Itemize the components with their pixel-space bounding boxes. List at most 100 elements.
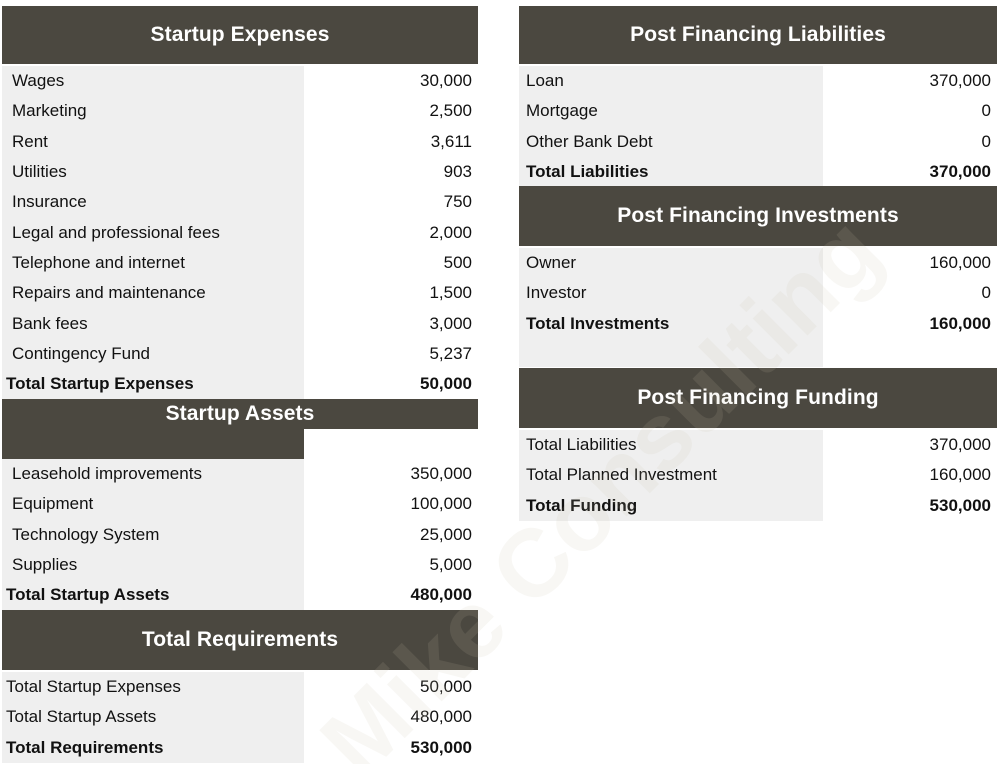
total-row: Total Startup Assets 480,000 bbox=[2, 580, 478, 611]
table-row: Total Startup Assets 480,000 bbox=[2, 702, 478, 733]
row-label: Utilities bbox=[12, 162, 67, 182]
table-row: Contingency Fund 5,237 bbox=[2, 338, 478, 369]
row-value: 3,000 bbox=[429, 313, 472, 333]
row-label: Leasehold improvements bbox=[12, 464, 202, 484]
row-label: Marketing bbox=[12, 101, 87, 121]
row-value: 370,000 bbox=[929, 71, 991, 91]
row-label: Repairs and maintenance bbox=[12, 283, 206, 303]
total-row: Total Requirements 530,000 bbox=[2, 732, 478, 763]
startup-assets-title: Startup Assets bbox=[165, 402, 315, 425]
table-row: Repairs and maintenance 1,500 bbox=[2, 278, 478, 309]
row-label: Investor bbox=[526, 283, 587, 303]
liabilities-rows: Loan 370,000 Mortgage 0 Other Bank Debt 0 T… bbox=[519, 64, 997, 188]
investments-title: Post Financing Investments bbox=[617, 204, 899, 227]
row-label: Equipment bbox=[12, 494, 94, 514]
table-row: Other Bank Debt 0 bbox=[519, 126, 997, 157]
row-label: Total Liabilities bbox=[526, 435, 637, 455]
total-row: Total Liabilities 370,000 bbox=[519, 156, 997, 188]
table-row: Rent 3,611 bbox=[2, 126, 478, 157]
row-label: Owner bbox=[526, 253, 577, 273]
row-value: 750 bbox=[443, 192, 472, 212]
table-row: Total Startup Expenses 50,000 bbox=[2, 672, 478, 703]
row-value: 3,611 bbox=[430, 131, 472, 151]
table-row: Wages 30,000 bbox=[2, 66, 478, 97]
total-requirements-title: Total Requirements bbox=[141, 628, 339, 651]
row-label: Rent bbox=[12, 131, 48, 151]
total-value: 160,000 bbox=[929, 313, 991, 333]
row-label: Legal and professional fees bbox=[12, 222, 220, 242]
total-label: Total Startup Assets bbox=[6, 585, 170, 605]
row-value: 1,500 bbox=[429, 283, 472, 303]
row-label: Telephone and internet bbox=[12, 252, 185, 272]
row-value: 0 bbox=[981, 283, 991, 303]
total-label: Total Funding bbox=[526, 495, 638, 515]
table-row: Loan 370,000 bbox=[519, 66, 997, 97]
startup-expenses-rows: Wages 30,000 Marketing 2,500 Rent 3,611 Uti… bbox=[2, 64, 478, 400]
liabilities-title: Post Financing Liabilities bbox=[630, 23, 886, 46]
row-label: Insurance bbox=[12, 192, 87, 212]
table-row: Total Planned Investment 160,000 bbox=[519, 460, 997, 491]
funding-rows: Total Liabilities 370,000 Total Planned I… bbox=[519, 428, 997, 521]
total-label: Total Requirements bbox=[6, 737, 164, 757]
row-value: 480,000 bbox=[410, 707, 472, 727]
funding-header: Post Financing Funding bbox=[519, 368, 997, 428]
total-requirements-header: Total Requirements bbox=[2, 610, 478, 670]
total-label: Total Startup Expenses bbox=[6, 374, 194, 394]
row-value: 0 bbox=[981, 101, 991, 121]
table-row: Investor 0 bbox=[519, 278, 997, 309]
funding-title: Post Financing Funding bbox=[637, 386, 879, 409]
row-value: 0 bbox=[981, 131, 991, 151]
table-row: Bank fees 3,000 bbox=[2, 308, 478, 339]
row-value: 350,000 bbox=[410, 464, 472, 484]
liabilities-header: Post Financing Liabilities bbox=[519, 6, 997, 64]
table-row: Supplies 5,000 bbox=[2, 549, 478, 581]
row-value: 25,000 bbox=[420, 524, 472, 544]
row-label: Supplies bbox=[12, 555, 78, 575]
total-value: 370,000 bbox=[929, 162, 991, 182]
row-label: Contingency Fund bbox=[12, 343, 150, 363]
startup-assets-subheader bbox=[2, 429, 478, 459]
table-row: Utilities 903 bbox=[2, 156, 478, 188]
row-value: 160,000 bbox=[929, 253, 991, 273]
row-label: Total Planned Investment bbox=[526, 465, 717, 485]
total-row: Total Funding 530,000 bbox=[519, 490, 997, 521]
row-label: Other Bank Debt bbox=[526, 131, 653, 151]
investments-header: Post Financing Investments bbox=[519, 186, 997, 246]
total-requirements-section: Total Requirements Total Startup Expense… bbox=[2, 610, 478, 763]
investments-rows: Owner 160,000 Investor 0 Total Investments… bbox=[519, 246, 997, 367]
row-value: 2,000 bbox=[429, 222, 472, 242]
row-value: 2,500 bbox=[429, 101, 472, 121]
funding-section: Post Financing Funding Total Liabilities… bbox=[519, 368, 997, 521]
startup-assets-header: Startup Assets bbox=[2, 399, 478, 429]
table-row: Marketing 2,500 bbox=[2, 96, 478, 127]
investments-section: Post Financing Investments Owner 160,000 … bbox=[519, 186, 997, 367]
row-value: 903 bbox=[443, 162, 472, 182]
total-value: 50,000 bbox=[420, 374, 472, 394]
total-row: Total Startup Expenses 50,000 bbox=[2, 368, 478, 400]
table-row: Leasehold improvements 350,000 bbox=[2, 459, 478, 490]
startup-expenses-title: Startup Expenses bbox=[150, 23, 330, 46]
row-label: Total Startup Assets bbox=[6, 707, 157, 727]
startup-assets-section: Startup Assets Leasehold improvements 350… bbox=[2, 399, 478, 611]
row-value: 5,237 bbox=[429, 343, 472, 363]
table-row: Owner 160,000 bbox=[519, 248, 997, 279]
table-row: Mortgage 0 bbox=[519, 96, 997, 127]
startup-assets-rows: Leasehold improvements 350,000 Equipment 1… bbox=[2, 459, 478, 611]
row-label: Technology System bbox=[12, 524, 160, 544]
liabilities-section: Post Financing Liabilities Loan 370,000 M… bbox=[519, 6, 997, 188]
row-label: Bank fees bbox=[12, 313, 88, 333]
total-value: 480,000 bbox=[410, 585, 472, 605]
total-row: Total Investments 160,000 bbox=[519, 308, 997, 339]
table-row: Legal and professional fees 2,000 bbox=[2, 217, 478, 248]
total-value: 530,000 bbox=[410, 737, 472, 757]
table-row: Telephone and internet 500 bbox=[2, 247, 478, 279]
row-value: 50,000 bbox=[420, 677, 472, 697]
row-value: 160,000 bbox=[929, 465, 991, 485]
row-value: 100,000 bbox=[410, 494, 472, 514]
table-row: Total Liabilities 370,000 bbox=[519, 430, 997, 461]
row-label: Total Startup Expenses bbox=[6, 677, 181, 697]
row-label: Wages bbox=[12, 71, 65, 91]
row-value: 370,000 bbox=[929, 435, 991, 455]
table-row: Technology System 25,000 bbox=[2, 519, 478, 550]
total-label: Total Investments bbox=[526, 313, 670, 333]
